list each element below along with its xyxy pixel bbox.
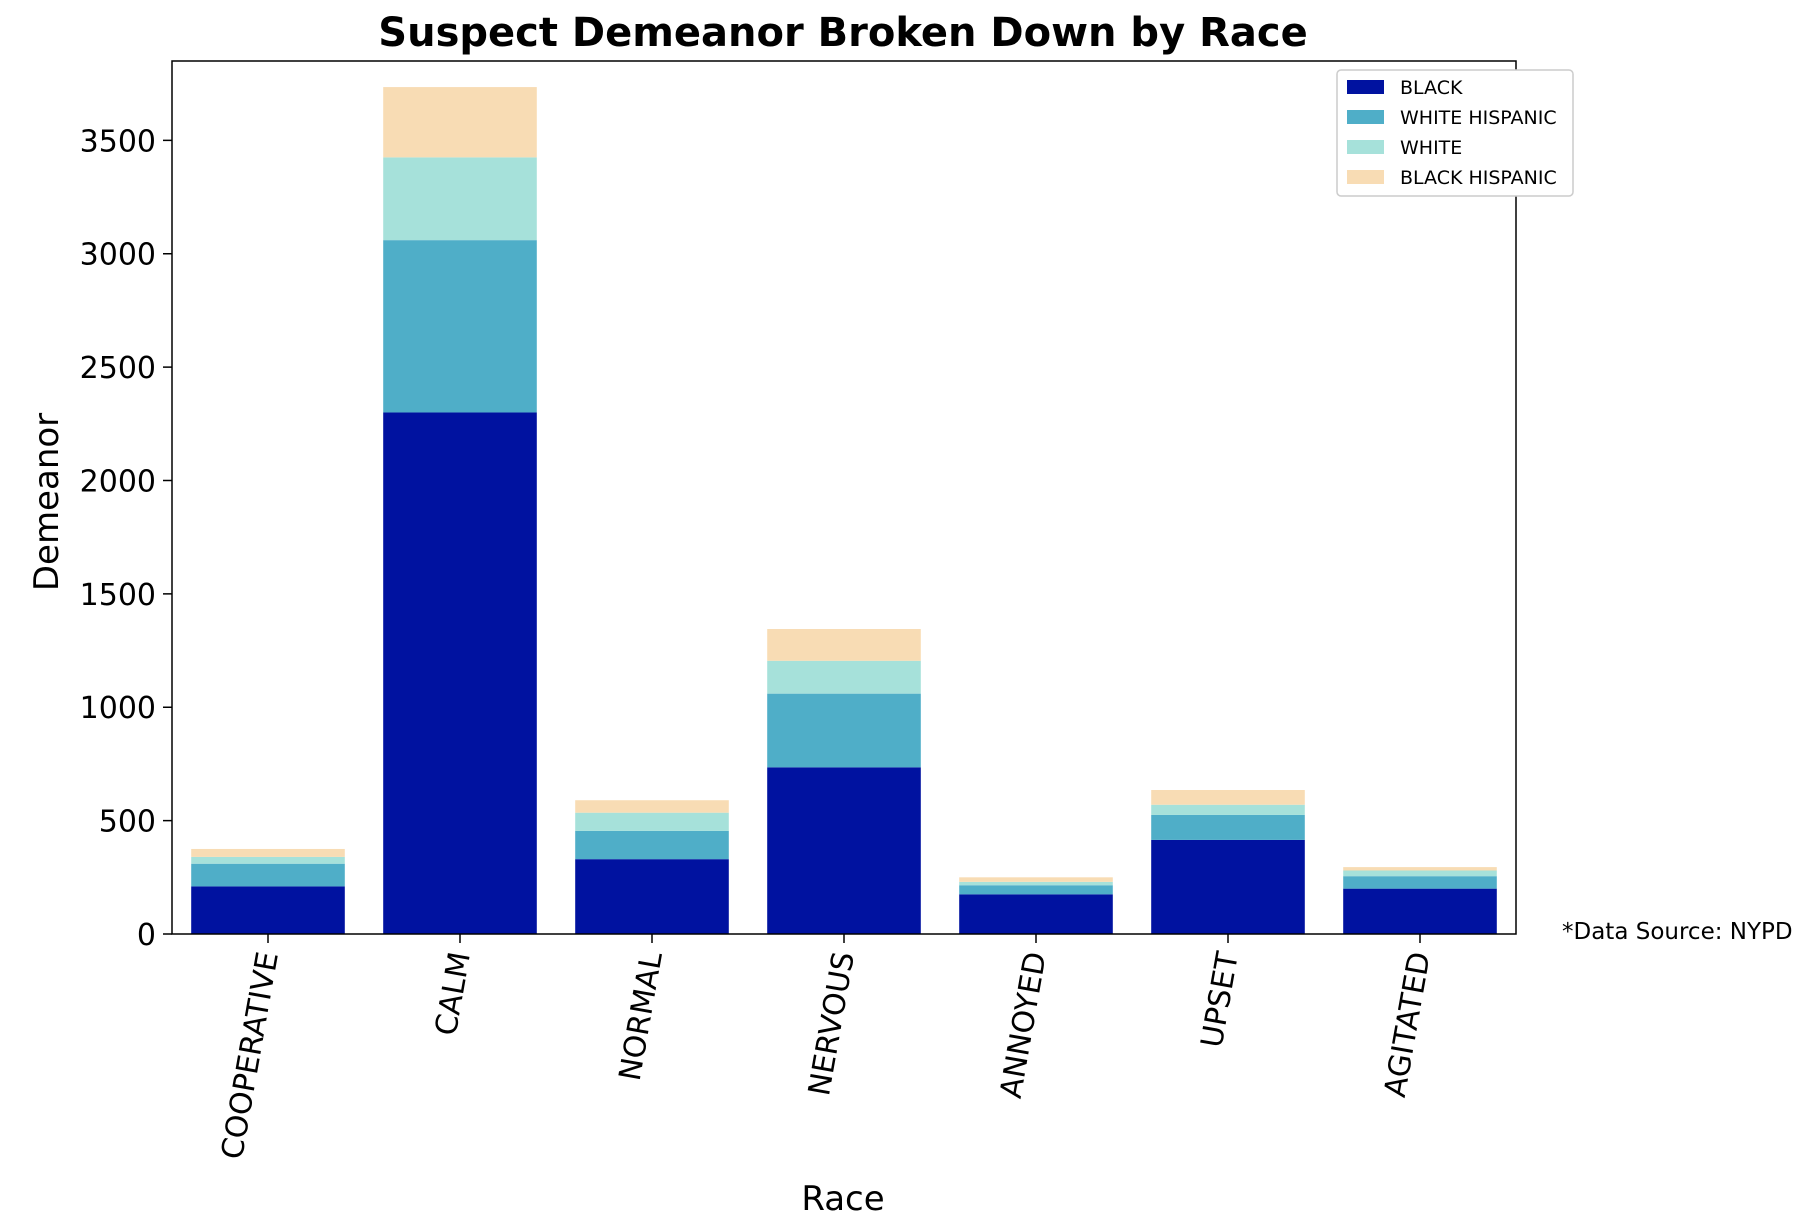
bar-agitated-white [1343, 870, 1497, 877]
data-source-note: *Data Source: NYPD [1562, 919, 1793, 945]
bar-nervous-white-hispanic [767, 693, 921, 768]
x-tick-label-calm: CALM [429, 949, 478, 1038]
y-tick-label: 1000 [80, 691, 156, 726]
bar-upset-black [1151, 839, 1305, 934]
bar-cooperative-white [191, 856, 345, 864]
y-tick-label: 1500 [80, 578, 156, 613]
bar-nervous-black-hispanic [767, 629, 921, 661]
y-tick-label: 500 [99, 805, 156, 840]
bar-agitated-white-hispanic [1343, 876, 1497, 889]
legend-label: BLACK [1400, 77, 1463, 99]
legend: BLACK WHITE HISPANIC WHITE BLACK HISPANIC [1336, 69, 1574, 197]
bar-upset-white [1151, 804, 1305, 815]
x-tick-label-cooperative: COOPERATIVE [215, 949, 286, 1162]
bar-upset-white-hispanic [1151, 814, 1305, 840]
legend-swatch-black [1347, 80, 1384, 94]
legend-swatch-black-hispanic [1347, 170, 1384, 184]
bar-annoyed-black [959, 894, 1113, 934]
legend-swatch-white [1347, 140, 1384, 154]
bar-calm-white-hispanic [383, 240, 537, 413]
x-tick-label-agitated: AGITATED [1378, 949, 1438, 1100]
x-axis-label: Race [801, 1179, 884, 1219]
legend-label: BLACK HISPANIC [1400, 167, 1557, 189]
bar-cooperative-black [191, 886, 345, 934]
chart-title: Suspect Demeanor Broken Down by Race [378, 10, 1307, 56]
x-axis: COOPERATIVE CALM NORMAL NERVOUS ANNOYED UPSET… [215, 934, 1438, 1162]
bar-nervous-white [767, 660, 921, 694]
x-tick-label-upset: UPSET [1195, 949, 1246, 1051]
legend-frame [1336, 69, 1574, 197]
legend-swatch-white-hispanic [1347, 110, 1384, 124]
bar-annoyed-white [959, 881, 1113, 886]
bar-normal-black-hispanic [575, 800, 729, 813]
bar-agitated-black-hispanic [1343, 867, 1497, 871]
bar-calm-black [383, 412, 537, 934]
y-tick-label: 0 [137, 918, 156, 953]
y-axis: 0 500 1000 1500 2000 2500 3000 3500 [80, 124, 172, 953]
x-tick-label-annoyed: ANNOYED [994, 949, 1054, 1101]
y-axis-label: Demeanor [27, 413, 67, 591]
bar-nervous-black [767, 767, 921, 934]
y-tick-label: 3500 [80, 124, 156, 159]
bar-calm-black-hispanic [383, 87, 537, 158]
bar-normal-white-hispanic [575, 830, 729, 860]
bar-cooperative-white-hispanic [191, 863, 345, 887]
y-tick-label: 2000 [80, 464, 156, 499]
y-tick-label: 2500 [80, 351, 156, 386]
bar-annoyed-white-hispanic [959, 885, 1113, 895]
bar-agitated-black [1343, 888, 1497, 934]
bar-annoyed-black-hispanic [959, 877, 1113, 882]
legend-label: WHITE [1400, 137, 1462, 159]
bars-group [191, 87, 1497, 934]
legend-label: WHITE HISPANIC [1400, 107, 1557, 129]
bar-cooperative-black-hispanic [191, 848, 345, 857]
x-tick-label-nervous: NERVOUS [802, 949, 862, 1098]
bar-upset-black-hispanic [1151, 790, 1305, 805]
bar-normal-black [575, 859, 729, 934]
bar-calm-white [383, 157, 537, 241]
y-tick-label: 3000 [80, 238, 156, 273]
x-tick-label-normal: NORMAL [613, 949, 670, 1083]
bar-normal-white [575, 812, 729, 831]
